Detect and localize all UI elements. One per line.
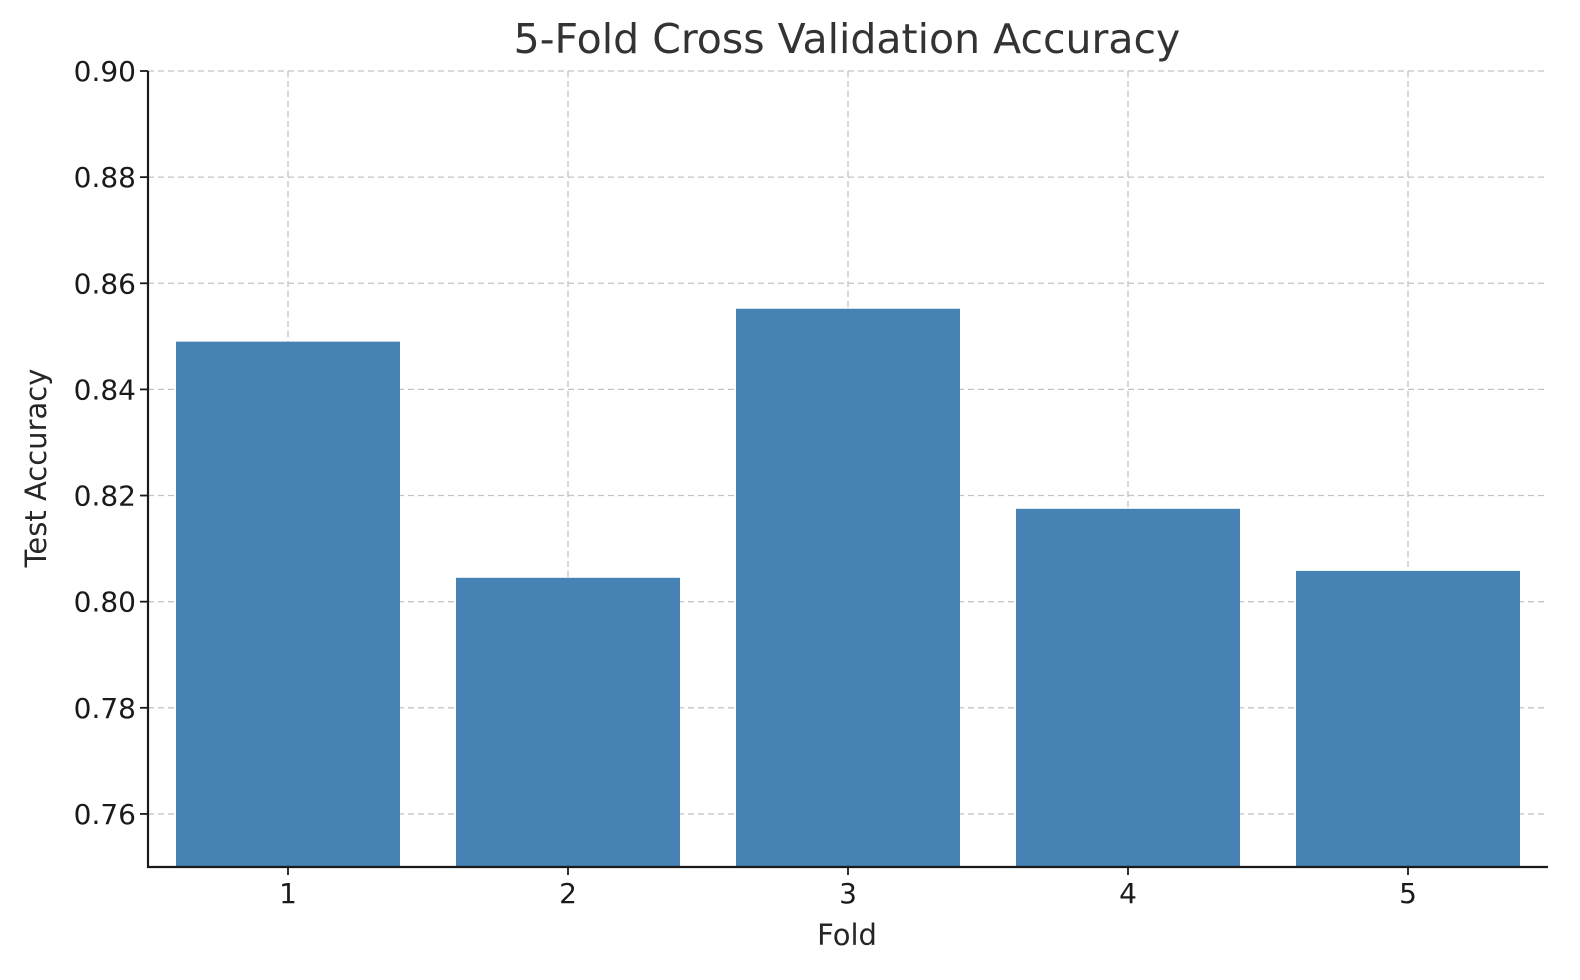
y-tick-label: 0.84 [74, 373, 136, 406]
y-axis-ticks: 0.76 0.78 0.80 0.82 0.84 0.86 0.88 0.90 [74, 55, 148, 831]
y-tick-label: 0.76 [74, 798, 136, 831]
x-tick-label: 4 [1119, 877, 1137, 910]
x-tick-label: 1 [279, 877, 297, 910]
bar-fold-1 [176, 341, 400, 867]
y-tick-label: 0.78 [74, 692, 136, 725]
bar-fold-2 [456, 577, 680, 867]
y-tick-label: 0.82 [74, 480, 136, 513]
y-tick-label: 0.90 [74, 55, 136, 88]
y-tick-label: 0.80 [74, 586, 136, 619]
bar-fold-4 [1016, 508, 1240, 867]
y-tick-label: 0.86 [74, 267, 136, 300]
y-axis-title: Test Accuracy [19, 369, 53, 569]
bar-fold-5 [1296, 570, 1520, 867]
bar-fold-3 [736, 308, 960, 868]
y-tick-label: 0.88 [74, 161, 136, 194]
chart-title: 5-Fold Cross Validation Accuracy [514, 15, 1181, 63]
x-tick-label: 3 [839, 877, 857, 910]
x-axis-title: Fold [817, 918, 877, 952]
x-axis-ticks: 1 2 3 4 5 [279, 867, 1417, 910]
x-tick-label: 5 [1399, 877, 1417, 910]
bars [176, 308, 1520, 868]
x-tick-label: 2 [559, 877, 577, 910]
